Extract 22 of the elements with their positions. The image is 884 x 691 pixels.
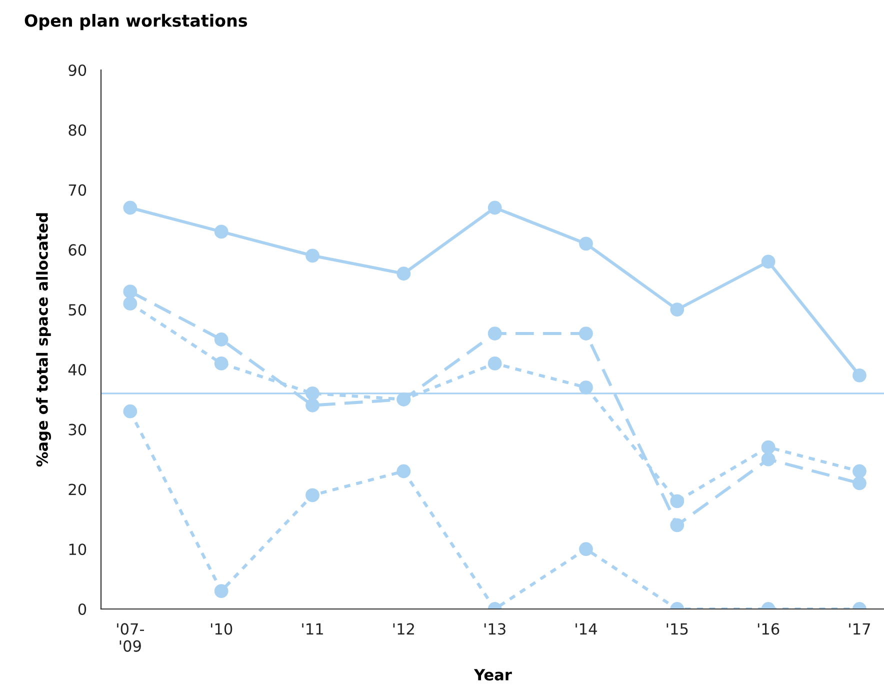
x-tick-label: '16 bbox=[758, 623, 780, 635]
y-tick-label: 20 bbox=[68, 484, 86, 496]
x-tick-label: '17 bbox=[849, 623, 870, 634]
x-tick-label: '12 bbox=[393, 623, 414, 634]
x-tick-label: '10 bbox=[210, 623, 232, 635]
y-axis-title: %age of total space allocated bbox=[36, 213, 52, 467]
x-axis-title: Year bbox=[474, 669, 512, 680]
y-tick-label: 90 bbox=[68, 64, 86, 76]
y-tick-label: 10 bbox=[69, 544, 86, 556]
chart-title: Open plan workstations bbox=[24, 14, 248, 30]
y-tick-label: 30 bbox=[68, 424, 86, 436]
y-tick-label: 60 bbox=[68, 244, 86, 256]
y-tick-label: 50 bbox=[68, 304, 86, 316]
x-tick-label: '14 bbox=[576, 623, 597, 634]
x-tick-label: '15 bbox=[666, 623, 688, 635]
y-tick-label: 80 bbox=[68, 124, 86, 136]
x-tick-label: '11 bbox=[302, 623, 323, 634]
y-tick-label: 70 bbox=[68, 184, 86, 196]
y-tick-label: 0 bbox=[78, 603, 86, 616]
x-tick-label: '13 bbox=[484, 623, 506, 635]
x-tick-label: '07- '09 bbox=[117, 623, 144, 652]
y-tick-label: 40 bbox=[68, 364, 86, 376]
